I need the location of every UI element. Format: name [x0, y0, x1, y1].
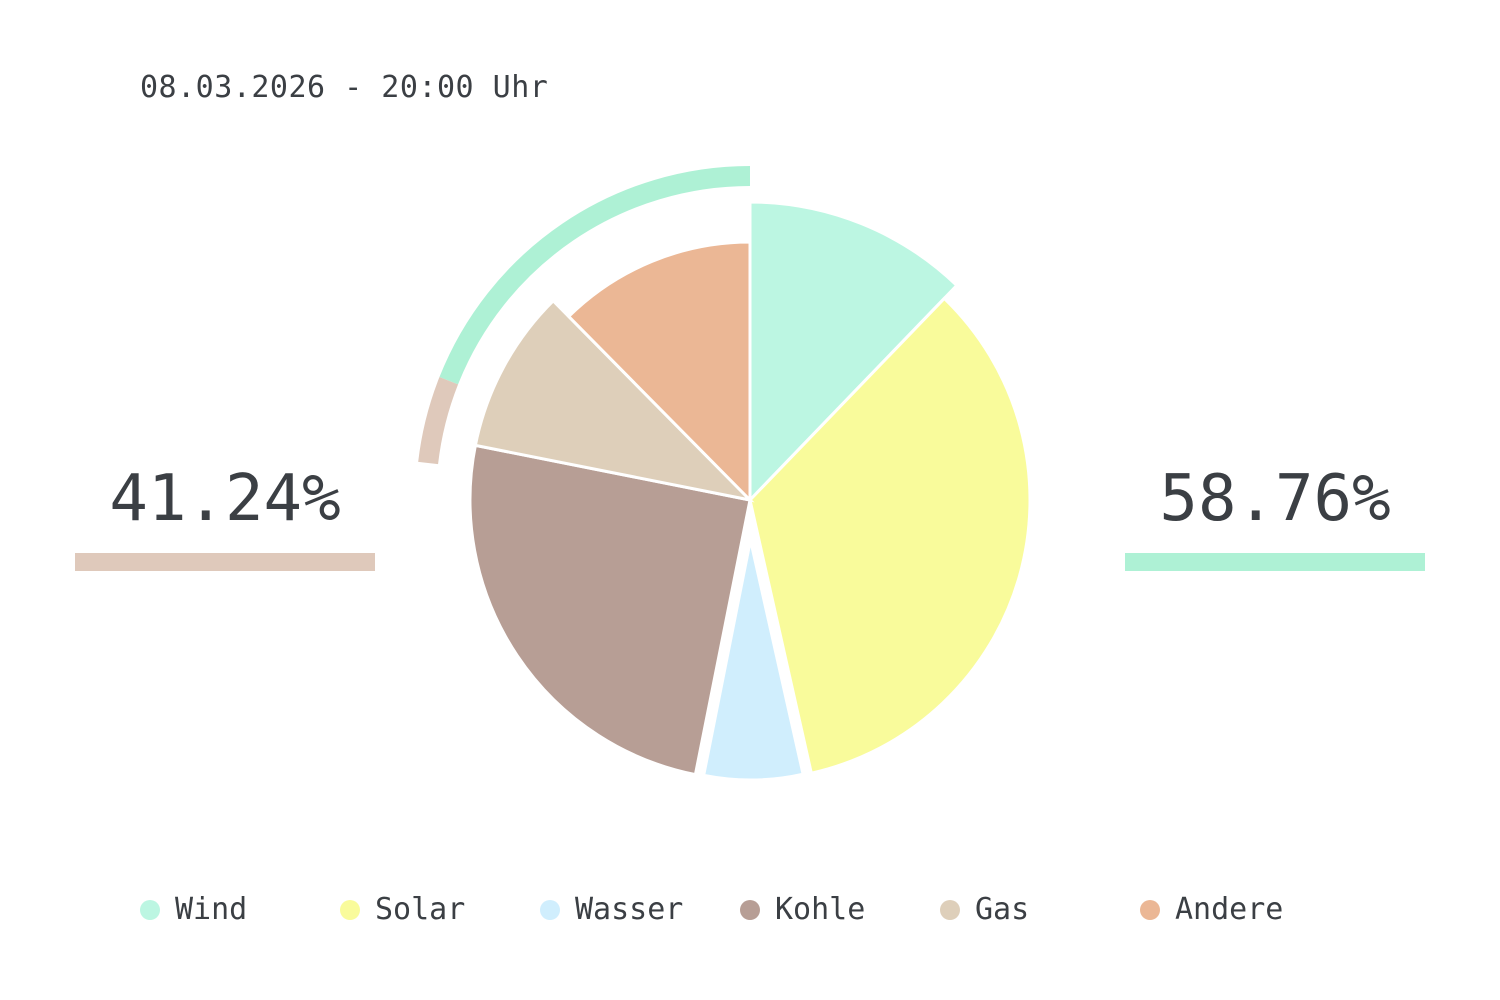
renewable-share-bar	[1125, 553, 1425, 571]
legend-dot-solar	[340, 899, 360, 920]
legend-item-solar[interactable]: Solar	[340, 892, 465, 927]
pie-slice-gas[interactable]	[473, 298, 755, 503]
legend-item-wind[interactable]: Wind	[140, 892, 247, 927]
outer-arc-renewable	[439, 166, 751, 385]
chart-legend: Wind Solar Wasser Kohle Gas Andere	[140, 892, 1440, 932]
legend-label-andere: Andere	[1175, 892, 1284, 927]
legend-label-gas: Gas	[975, 892, 1030, 927]
legend-dot-andere	[1140, 899, 1160, 920]
legend-label-wind: Wind	[175, 892, 248, 927]
legend-item-gas[interactable]: Gas	[940, 892, 1029, 927]
pie-slice-kohle[interactable]	[468, 443, 752, 777]
chart-timestamp: 08.03.2026 - 20:00 Uhr	[140, 70, 549, 105]
pie-slice-solar[interactable]	[748, 296, 1032, 775]
outer-arc-fossil	[418, 377, 459, 465]
legend-dot-gas	[940, 899, 960, 920]
legend-dot-wasser	[540, 899, 560, 920]
legend-dot-kohle	[740, 899, 760, 920]
legend-item-wasser[interactable]: Wasser	[540, 892, 683, 927]
legend-label-wasser: Wasser	[575, 892, 684, 927]
renewable-share-value: 58.76%	[1159, 462, 1391, 536]
pie-slice-wasser[interactable]	[701, 539, 805, 782]
fossil-share-value: 41.24%	[109, 462, 341, 536]
legend-label-solar: Solar	[375, 892, 466, 927]
legend-dot-wind	[140, 899, 160, 920]
legend-item-kohle[interactable]: Kohle	[740, 892, 865, 927]
fossil-share-bar	[75, 553, 375, 571]
legend-label-kohle: Kohle	[775, 892, 866, 927]
pie-slice-andere[interactable]	[566, 240, 752, 504]
pie-slice-wind[interactable]	[748, 200, 959, 504]
legend-item-andere[interactable]: Andere	[1140, 892, 1283, 927]
